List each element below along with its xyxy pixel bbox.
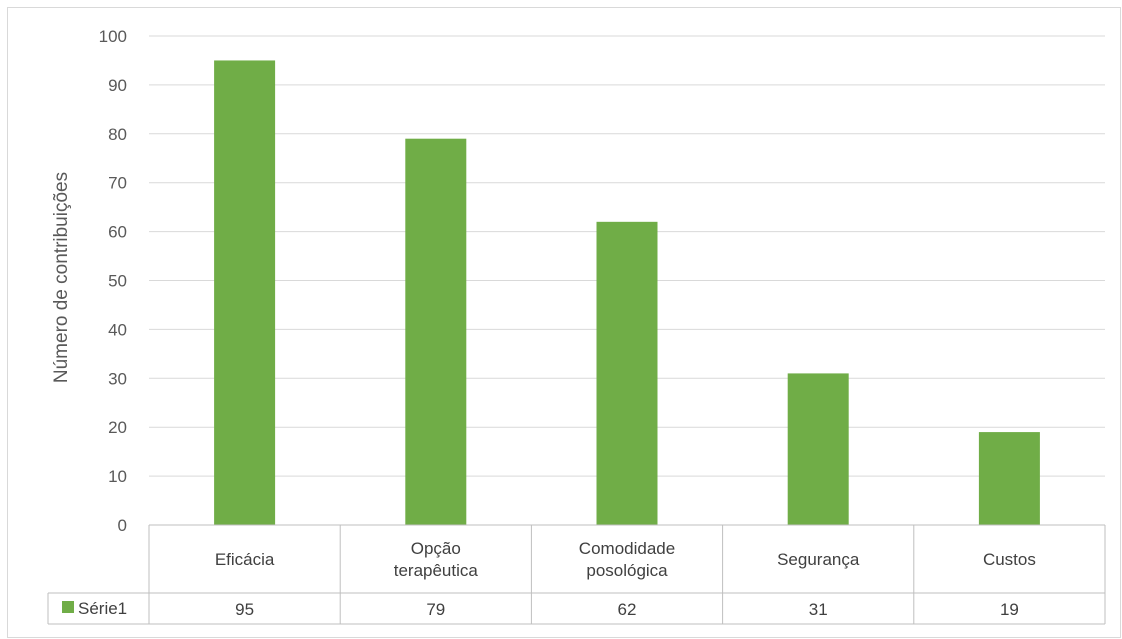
bar <box>787 373 849 525</box>
y-tick-label: 40 <box>108 320 127 339</box>
y-axis-ticks: 0 10 20 30 40 50 60 70 80 90 100 <box>99 27 127 535</box>
legend-key <box>62 601 74 613</box>
category-label: terapêutica <box>394 561 479 580</box>
y-tick-label: 60 <box>108 223 127 242</box>
category-label: Opção <box>411 539 461 558</box>
bars <box>214 60 1040 525</box>
gridlines <box>149 35 1105 477</box>
category-label: Segurança <box>777 550 860 569</box>
y-tick-label: 20 <box>108 418 127 437</box>
table-value: 62 <box>618 600 637 619</box>
chart-frame <box>7 7 1121 638</box>
series-name: Série1 <box>78 599 127 618</box>
y-tick-label: 30 <box>108 369 127 388</box>
y-tick-label: 80 <box>108 125 127 144</box>
category-label: Comodidade <box>579 539 675 558</box>
table-value: 95 <box>235 600 254 619</box>
data-table: Eficácia Opção terapêutica Comodidade posoló… <box>47 524 1106 625</box>
category-label: Eficácia <box>215 550 275 569</box>
bar <box>405 138 467 525</box>
y-tick-label: 90 <box>108 76 127 95</box>
y-tick-label: 50 <box>108 272 127 291</box>
y-axis-label: Número de contribuições <box>51 172 72 383</box>
table-value: 31 <box>809 600 828 619</box>
y-tick-label: 10 <box>108 467 127 486</box>
category-label: Custos <box>983 550 1036 569</box>
bar <box>596 221 658 525</box>
y-tick-label: 0 <box>118 516 127 535</box>
table-value: 19 <box>1000 600 1019 619</box>
bar <box>214 60 276 525</box>
y-tick-label: 100 <box>99 27 127 46</box>
y-tick-label: 70 <box>108 174 127 193</box>
table-value: 79 <box>426 600 445 619</box>
bar <box>978 432 1040 525</box>
category-label: posológica <box>586 561 668 580</box>
